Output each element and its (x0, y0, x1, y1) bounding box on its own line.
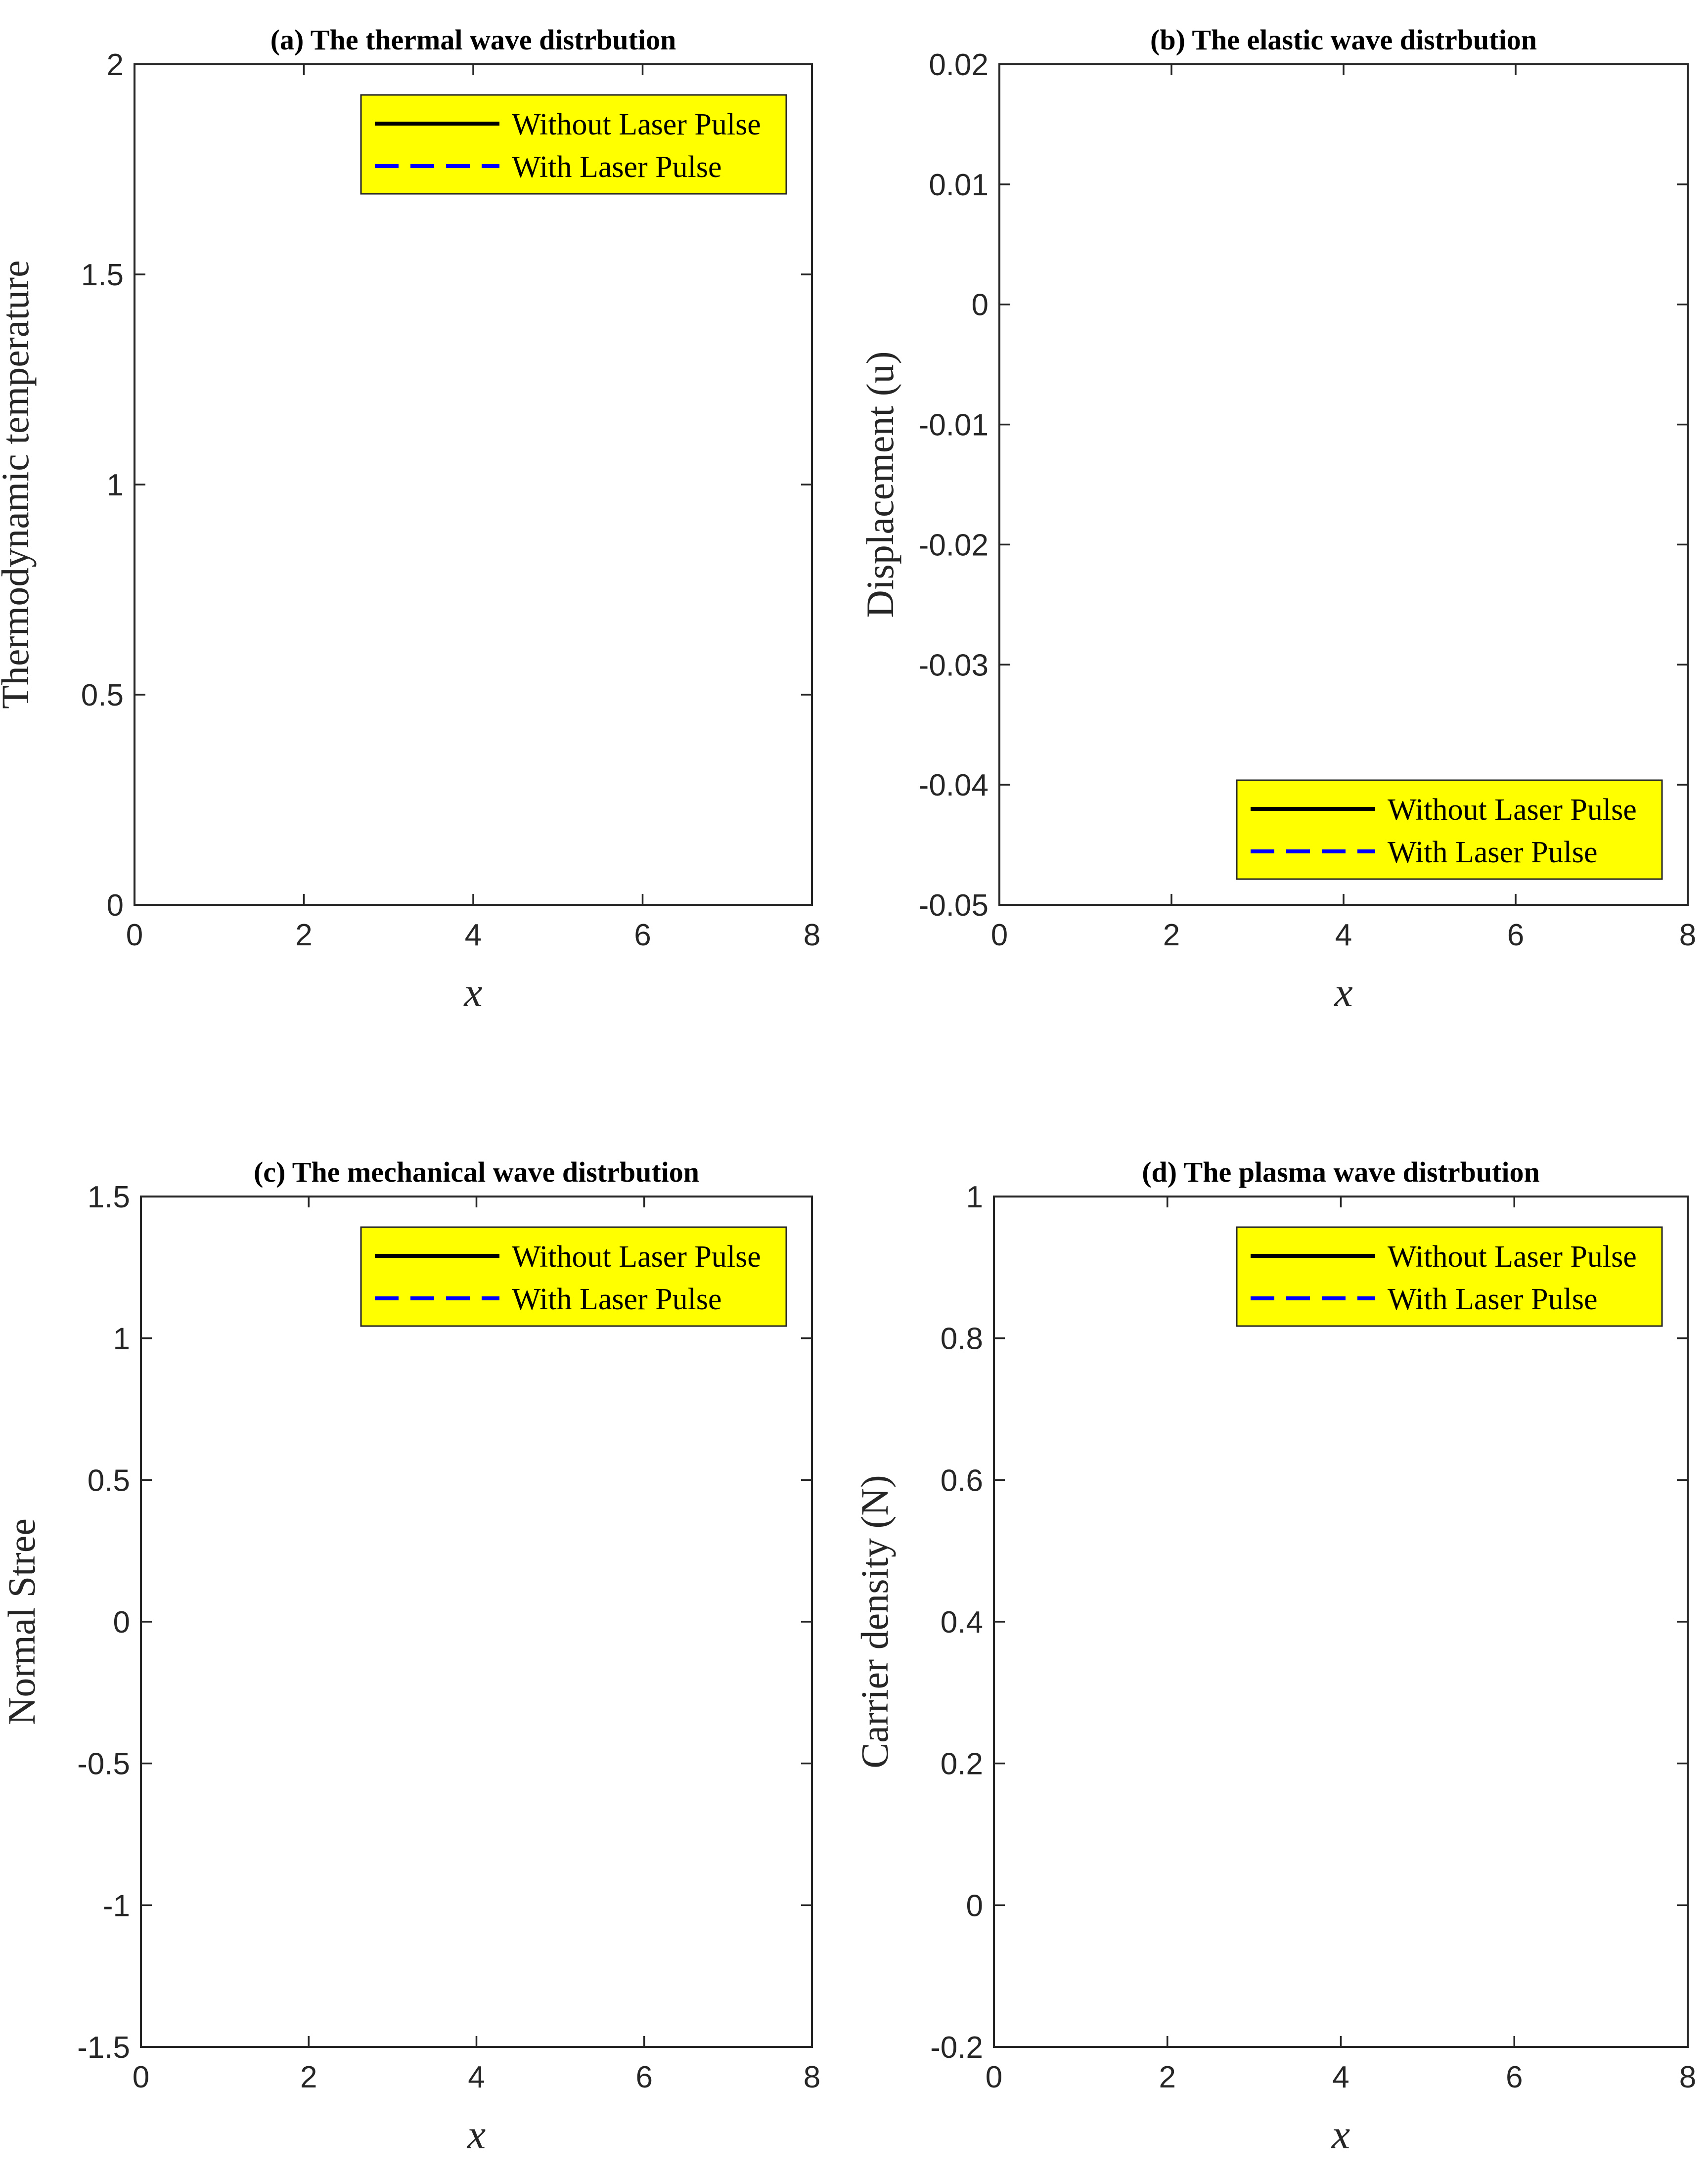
x-tick-label: 2 (1159, 2060, 1176, 2094)
y-tick-label: 0.2 (941, 1747, 983, 1781)
x-tick-label: 2 (295, 918, 312, 952)
y-tick-label: 0 (966, 1889, 983, 1923)
y-axis-label: Thermodynamic temperature (0, 260, 37, 709)
y-tick-label: 0 (113, 1605, 130, 1640)
y-tick-label: 0 (107, 888, 124, 923)
legend-label-with-laser: With Laser Pulse (1388, 1283, 1598, 1316)
x-tick-label: 6 (634, 918, 651, 952)
axes-frame (134, 63, 813, 906)
x-tick-label: 4 (465, 918, 482, 952)
chart-panel-c: 0 2 4 6 8 -1.5 -1 -0.5 0 0.5 1 1.5 (c) The mechanica… (0, 1156, 820, 2158)
legend-label-without-laser: Without Laser Pulse (512, 1240, 761, 1274)
x-axis-label: x (1331, 2112, 1350, 2158)
legend: Without Laser Pulse With Laser Pulse (360, 1226, 787, 1327)
x-tick-label: 8 (804, 2060, 820, 2094)
y-tick-label: -0.5 (77, 1747, 130, 1781)
legend-label-with-laser: With Laser Pulse (512, 1283, 722, 1316)
y-axis-label: Displacement (u) (858, 351, 901, 618)
y-tick-label: 0 (972, 288, 989, 322)
y-tick-label: -0.05 (919, 888, 989, 923)
x-tick-label: 0 (986, 2060, 1002, 2094)
chart-title: (d) The plasma wave distrbution (1142, 1156, 1540, 1188)
x-tick-label: 4 (1335, 918, 1352, 952)
legend-box (360, 94, 787, 195)
legend: Without Laser Pulse With Laser Pulse (1236, 1226, 1663, 1327)
legend-box (1236, 779, 1663, 880)
x-axis-label: x (1333, 970, 1352, 1016)
y-tick-label: 1.5 (88, 1180, 130, 1214)
y-tick-label: 1 (107, 468, 124, 502)
y-tick-label: -0.03 (919, 648, 989, 682)
x-tick-label: 8 (1679, 2060, 1696, 2094)
chart-title: (a) The thermal wave distrbution (270, 24, 676, 56)
y-tick-label: 0.5 (81, 678, 124, 712)
y-tick-label: 1 (966, 1180, 983, 1214)
y-tick-label: 1.5 (81, 258, 124, 292)
y-tick-label: -0.04 (919, 768, 989, 802)
x-axis-label: x (466, 2112, 486, 2158)
axes-frame (140, 1196, 813, 2048)
legend: Without Laser Pulse With Laser Pulse (1236, 779, 1663, 880)
x-tick-label: 0 (126, 918, 143, 952)
ticks: 0 2 4 6 8-0.200.20.40.60.81 (930, 1180, 1696, 2094)
y-tick-label: 0.4 (941, 1605, 983, 1640)
y-tick-label: 0.02 (929, 48, 989, 82)
ticks: 0 2 4 6 8 -1.5 -1 -0.5 0 0.5 1 1.5 (77, 1180, 820, 2094)
x-tick-label: 6 (1507, 918, 1524, 952)
chart-panel-b: 0 2 4 6 8 -0.05 -0.04 -0.03 -0.02 -0.01 0 0.01 0.02 (… (858, 24, 1696, 1016)
x-tick-label: 4 (1332, 2060, 1349, 2094)
y-tick-label: -1 (103, 1889, 130, 1923)
y-tick-label: 2 (107, 48, 124, 82)
y-axis-label: Normal Stree (0, 1518, 43, 1725)
legend-label-with-laser: With Laser Pulse (512, 150, 722, 184)
x-tick-label: 6 (636, 2060, 653, 2094)
x-tick-label: 8 (1679, 918, 1696, 952)
x-tick-label: 6 (1506, 2060, 1523, 2094)
x-tick-label: 2 (1163, 918, 1180, 952)
x-tick-label: 8 (804, 918, 820, 952)
chart-panel-a: 0 2 4 6 8 0 0.5 1 1.5 2 (a) The thermal wave distr… (0, 24, 820, 1016)
x-tick-label: 0 (991, 918, 1008, 952)
chart-panel-d: 0 2 4 6 8-0.200.20.40.60.81(d) The plasma wa… (853, 1156, 1696, 2158)
axes-frame (998, 63, 1689, 906)
legend-label-without-laser: Without Laser Pulse (1388, 793, 1637, 827)
y-tick-label: -0.02 (919, 528, 989, 562)
y-tick-label: 1 (113, 1322, 130, 1356)
legend-box (1236, 1226, 1663, 1327)
y-tick-label: 0.5 (88, 1463, 130, 1498)
legend-label-without-laser: Without Laser Pulse (512, 108, 761, 141)
legend-label-with-laser: With Laser Pulse (1388, 836, 1598, 869)
x-tick-label: 0 (133, 2060, 149, 2094)
x-tick-label: 2 (300, 2060, 317, 2094)
y-axis-label: Carrier density (N) (853, 1475, 896, 1768)
legend: Without Laser Pulse With Laser Pulse (360, 94, 787, 195)
x-tick-label: 4 (468, 2060, 485, 2094)
axes-frame (993, 1196, 1689, 2048)
x-axis-label: x (463, 970, 482, 1016)
y-tick-label: -0.2 (930, 2031, 983, 2065)
y-tick-label: -1.5 (77, 2031, 130, 2065)
legend-box (360, 1226, 787, 1327)
y-tick-label: 0.6 (941, 1463, 983, 1498)
ticks: 0 2 4 6 8 -0.05 -0.04 -0.03 -0.02 -0.01 0 0.01 0.02 (919, 48, 1697, 952)
y-tick-label: 0.8 (941, 1322, 983, 1356)
chart-title: (b) The elastic wave distrbution (1150, 24, 1537, 56)
y-tick-label: -0.01 (919, 408, 989, 443)
chart-title: (c) The mechanical wave distrbution (254, 1156, 699, 1188)
y-tick-label: 0.01 (929, 168, 989, 202)
ticks: 0 2 4 6 8 0 0.5 1 1.5 2 (81, 48, 820, 952)
legend-label-without-laser: Without Laser Pulse (1388, 1240, 1637, 1274)
